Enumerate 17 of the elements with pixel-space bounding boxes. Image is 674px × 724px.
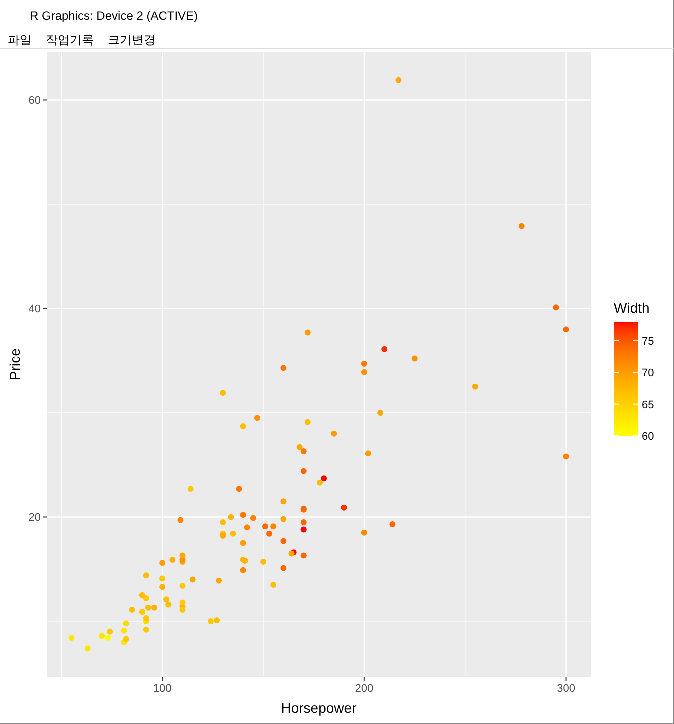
text: 파일 — [8, 33, 32, 47]
y-tick-label: 20 — [28, 512, 41, 524]
color-bar-title: Width — [614, 300, 650, 316]
y-tick-label: 40 — [28, 304, 41, 316]
color-bar-label: 65 — [642, 399, 654, 412]
y-axis-title: Price — [7, 348, 23, 380]
x-tick-label: 100 — [153, 683, 172, 695]
x-tick-label: 300 — [557, 683, 576, 695]
color-bar-label: 70 — [642, 368, 654, 380]
color-bar-label: 60 — [642, 431, 654, 443]
text: 작업기록 — [46, 33, 94, 47]
x-tick-label: 200 — [355, 683, 374, 695]
y-tick-label: 60 — [28, 95, 41, 108]
chart-title: R Graphics: Device 2 (ACTIVE) — [30, 9, 198, 23]
color-bar-label: 75 — [642, 336, 654, 348]
text: 크기변경 — [108, 33, 156, 47]
x-axis-title: Horsepower — [281, 700, 358, 716]
